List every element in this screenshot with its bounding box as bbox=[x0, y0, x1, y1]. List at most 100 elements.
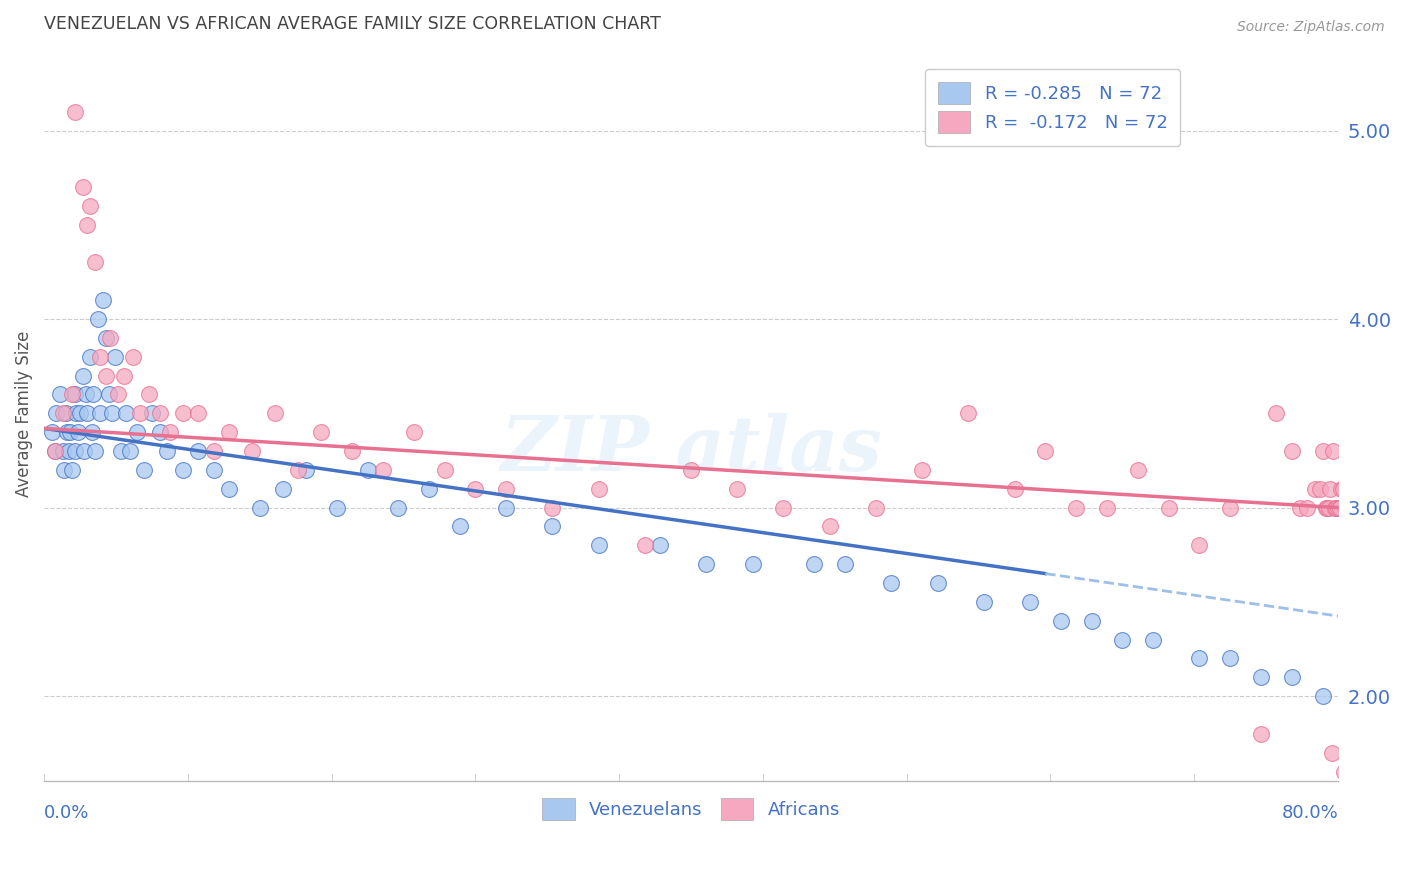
Point bbox=[495, 500, 517, 515]
Y-axis label: Average Family Size: Average Family Size bbox=[15, 330, 32, 497]
Text: VENEZUELAN VS AFRICAN AVERAGE FAMILY SIZE CORRELATION CHART: VENEZUELAN VS AFRICAN AVERAGE FAMILY SIZ… bbox=[44, 15, 661, 33]
Point bbox=[75, 387, 97, 401]
Point bbox=[172, 463, 194, 477]
Point bbox=[271, 482, 294, 496]
Point bbox=[107, 387, 129, 401]
Point bbox=[63, 387, 86, 401]
Point bbox=[65, 406, 87, 420]
Point bbox=[44, 444, 66, 458]
Point bbox=[82, 387, 104, 401]
Point bbox=[681, 463, 703, 477]
Point bbox=[1315, 500, 1337, 515]
Point bbox=[89, 350, 111, 364]
Point bbox=[114, 406, 136, 420]
Point bbox=[1095, 500, 1118, 515]
Point bbox=[957, 406, 980, 420]
Point bbox=[1316, 500, 1339, 515]
Point bbox=[84, 444, 107, 458]
Point bbox=[110, 444, 132, 458]
Point bbox=[387, 500, 409, 515]
Point bbox=[402, 425, 425, 440]
Point bbox=[541, 519, 564, 533]
Point bbox=[149, 425, 172, 440]
Point bbox=[1288, 500, 1310, 515]
Point bbox=[79, 350, 101, 364]
Point bbox=[1309, 482, 1331, 496]
Point bbox=[1142, 632, 1164, 647]
Point bbox=[73, 444, 96, 458]
Point bbox=[588, 482, 610, 496]
Point bbox=[418, 482, 440, 496]
Point bbox=[1049, 614, 1071, 628]
Point bbox=[1188, 651, 1211, 665]
Point bbox=[1265, 406, 1288, 420]
Point bbox=[371, 463, 394, 477]
Legend: Venezuelans, Africans: Venezuelans, Africans bbox=[534, 790, 848, 827]
Point bbox=[63, 104, 86, 119]
Point bbox=[1250, 670, 1272, 684]
Point bbox=[818, 519, 841, 533]
Point bbox=[94, 331, 117, 345]
Point bbox=[356, 463, 378, 477]
Point bbox=[240, 444, 263, 458]
Point bbox=[449, 519, 471, 533]
Point bbox=[1330, 482, 1353, 496]
Point bbox=[172, 406, 194, 420]
Point bbox=[87, 312, 110, 326]
Point bbox=[112, 368, 135, 383]
Text: ZIP atlas: ZIP atlas bbox=[501, 413, 882, 487]
Point bbox=[187, 406, 209, 420]
Text: 80.0%: 80.0% bbox=[1281, 804, 1339, 822]
Point bbox=[1329, 500, 1351, 515]
Point bbox=[141, 406, 163, 420]
Point bbox=[973, 595, 995, 609]
Point bbox=[104, 350, 127, 364]
Point bbox=[1188, 538, 1211, 552]
Point bbox=[541, 500, 564, 515]
Point bbox=[1281, 670, 1303, 684]
Point bbox=[1322, 444, 1344, 458]
Point bbox=[287, 463, 309, 477]
Point bbox=[1323, 500, 1346, 515]
Point bbox=[249, 500, 271, 515]
Point bbox=[464, 482, 486, 496]
Point bbox=[1080, 614, 1102, 628]
Point bbox=[72, 368, 94, 383]
Point bbox=[125, 425, 148, 440]
Point bbox=[63, 444, 86, 458]
Text: Source: ZipAtlas.com: Source: ZipAtlas.com bbox=[1237, 20, 1385, 34]
Point bbox=[128, 406, 150, 420]
Point bbox=[741, 557, 763, 571]
Point bbox=[1331, 482, 1354, 496]
Point bbox=[60, 387, 83, 401]
Point bbox=[53, 463, 76, 477]
Point bbox=[433, 463, 456, 477]
Point bbox=[1320, 746, 1343, 760]
Point bbox=[1219, 651, 1241, 665]
Point bbox=[97, 387, 120, 401]
Point bbox=[1111, 632, 1133, 647]
Point bbox=[84, 255, 107, 269]
Point bbox=[1033, 444, 1056, 458]
Point bbox=[803, 557, 825, 571]
Point bbox=[725, 482, 748, 496]
Point bbox=[911, 463, 934, 477]
Point bbox=[80, 425, 103, 440]
Point bbox=[48, 387, 70, 401]
Point bbox=[1317, 500, 1340, 515]
Point bbox=[1219, 500, 1241, 515]
Point bbox=[1327, 500, 1350, 515]
Point bbox=[326, 500, 349, 515]
Point bbox=[98, 331, 121, 345]
Point bbox=[55, 406, 77, 420]
Point bbox=[634, 538, 657, 552]
Point bbox=[122, 350, 145, 364]
Point bbox=[1126, 463, 1149, 477]
Point bbox=[89, 406, 111, 420]
Point bbox=[59, 425, 82, 440]
Point bbox=[187, 444, 209, 458]
Point bbox=[1019, 595, 1042, 609]
Point bbox=[1250, 727, 1272, 741]
Point bbox=[202, 463, 225, 477]
Point bbox=[1334, 500, 1357, 515]
